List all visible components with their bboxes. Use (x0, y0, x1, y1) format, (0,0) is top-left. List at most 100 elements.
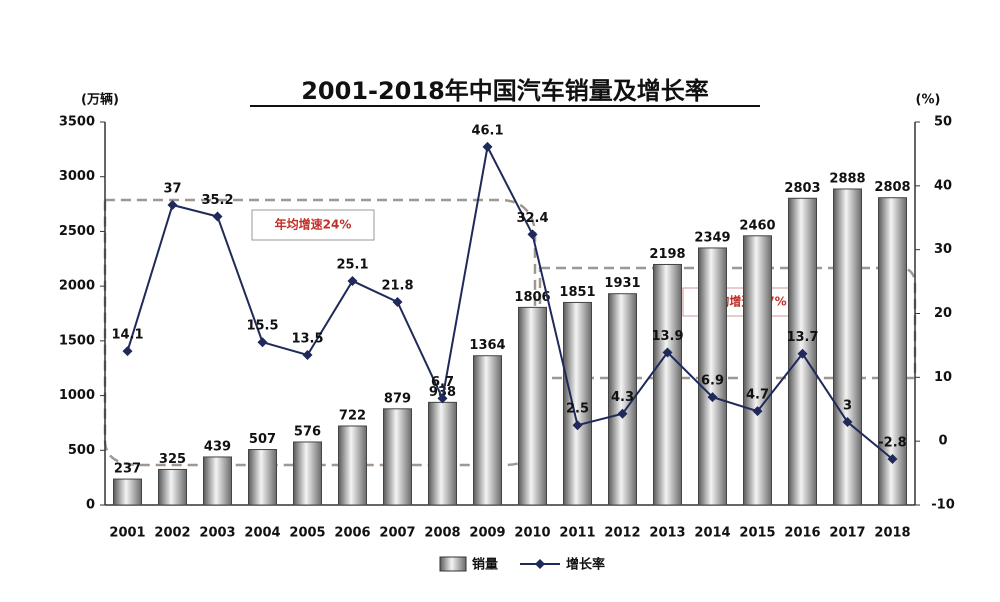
bar (653, 263, 682, 506)
y-tick-label: 3000 (59, 169, 95, 184)
line-marker (527, 229, 538, 240)
x-tick-label: 2014 (694, 526, 730, 541)
y-tick-label: 2500 (59, 224, 95, 239)
bar (293, 441, 322, 506)
x-tick-label: 2015 (739, 526, 775, 541)
bar-value-label: 879 (384, 391, 411, 406)
bar (833, 188, 862, 506)
line-value-label: 37 (163, 181, 181, 196)
line-value-label: 13.9 (651, 329, 683, 344)
bar (203, 456, 232, 506)
line-value-label: 2.5 (566, 402, 589, 417)
x-tick-label: 2005 (289, 526, 325, 541)
line-value-label: 13.7 (786, 330, 818, 345)
line-marker (887, 454, 898, 465)
bar-value-label: 722 (339, 408, 366, 423)
bar (518, 306, 547, 506)
bar-value-label: 2349 (694, 230, 730, 245)
bar-value-label: 2803 (784, 181, 820, 196)
line-value-label: 46.1 (471, 123, 503, 138)
legend-label: 增长率 (566, 557, 605, 573)
bar-value-label: 439 (204, 439, 231, 454)
bar-value-label: 1806 (514, 290, 550, 305)
x-tick-label: 2003 (199, 526, 235, 541)
line-marker (167, 199, 178, 210)
bar-value-label: 1851 (559, 285, 595, 300)
line-value-label: 32.4 (516, 211, 548, 226)
x-tick-label: 2007 (379, 526, 415, 541)
bar (383, 408, 412, 506)
line-marker (617, 408, 628, 419)
line-marker (572, 420, 583, 431)
x-tick-label: 2018 (874, 526, 910, 541)
x-tick-label: 2009 (469, 526, 505, 541)
bar-value-label: 1931 (604, 276, 640, 291)
bar-value-label: 1364 (469, 338, 505, 353)
line-marker (842, 417, 853, 428)
line-value-label: 6.7 (431, 375, 454, 390)
bar (563, 301, 592, 506)
y2-tick-label: 10 (934, 370, 952, 385)
line-value-label: 15.5 (246, 319, 278, 334)
line-value-label: 35.2 (201, 193, 233, 208)
x-tick-label: 2017 (829, 526, 865, 541)
legend-bar-swatch (439, 556, 467, 572)
line-value-label: 21.8 (381, 279, 413, 294)
bar (878, 197, 907, 506)
x-tick-label: 2013 (649, 526, 685, 541)
line-value-label: 25.1 (336, 257, 368, 272)
bar-value-label: 2888 (829, 171, 865, 186)
annotation-box (251, 209, 375, 241)
line-marker (347, 275, 358, 286)
line-marker (662, 347, 673, 358)
period-box (103, 198, 537, 467)
x-tick-label: 2010 (514, 526, 550, 541)
y-tick-label: 2000 (59, 279, 95, 294)
bar-value-label: 2808 (874, 180, 910, 195)
legend-label: 销量 (472, 557, 498, 573)
x-tick-label: 2006 (334, 526, 370, 541)
bar-value-label: 576 (294, 424, 321, 439)
line-value-label: 14.1 (111, 328, 143, 343)
x-tick-label: 2004 (244, 526, 280, 541)
bar (158, 468, 187, 506)
bar (698, 247, 727, 506)
bar (338, 425, 367, 506)
x-tick-label: 2016 (784, 526, 820, 541)
bar-value-label: 507 (249, 432, 276, 447)
x-tick-label: 2011 (559, 526, 595, 541)
y2-tick-label: 20 (934, 306, 952, 321)
line-marker (437, 393, 448, 404)
y2-tick-label: 50 (934, 115, 952, 130)
bar (248, 449, 277, 506)
chart-title: 2001-2018年中国汽车销量及增长率 (301, 77, 709, 105)
y-tick-label: 500 (68, 443, 95, 458)
bar (743, 235, 772, 506)
line-value-label: 3 (843, 399, 852, 414)
line-marker (797, 348, 808, 359)
bar-value-label: 325 (159, 452, 186, 467)
y-tick-label: 1000 (59, 388, 95, 403)
line-value-label: 13.5 (291, 331, 323, 346)
annotation: 年均增速24% (275, 217, 352, 232)
line-value-label: 6.9 (701, 374, 724, 389)
line-marker (212, 211, 223, 222)
y2-tick-label: 30 (934, 242, 952, 257)
line-marker (707, 392, 718, 403)
bar (473, 355, 502, 506)
bar-value-label: 938 (429, 385, 456, 400)
y2-tick-label: 0 (938, 434, 947, 449)
line-value-label: 4.3 (611, 390, 634, 405)
y-tick-label: 1500 (59, 333, 95, 348)
x-tick-label: 2002 (154, 526, 190, 541)
line-marker (392, 297, 403, 308)
bar (428, 401, 457, 506)
line-marker (482, 141, 493, 152)
legend-marker (535, 559, 545, 569)
line-marker (302, 349, 313, 360)
line-marker (257, 337, 268, 348)
y-tick-label: 3500 (59, 115, 95, 130)
y2-tick-label: -10 (931, 498, 955, 513)
y2-axis-label: (%) (916, 93, 941, 108)
line-marker (752, 406, 763, 417)
